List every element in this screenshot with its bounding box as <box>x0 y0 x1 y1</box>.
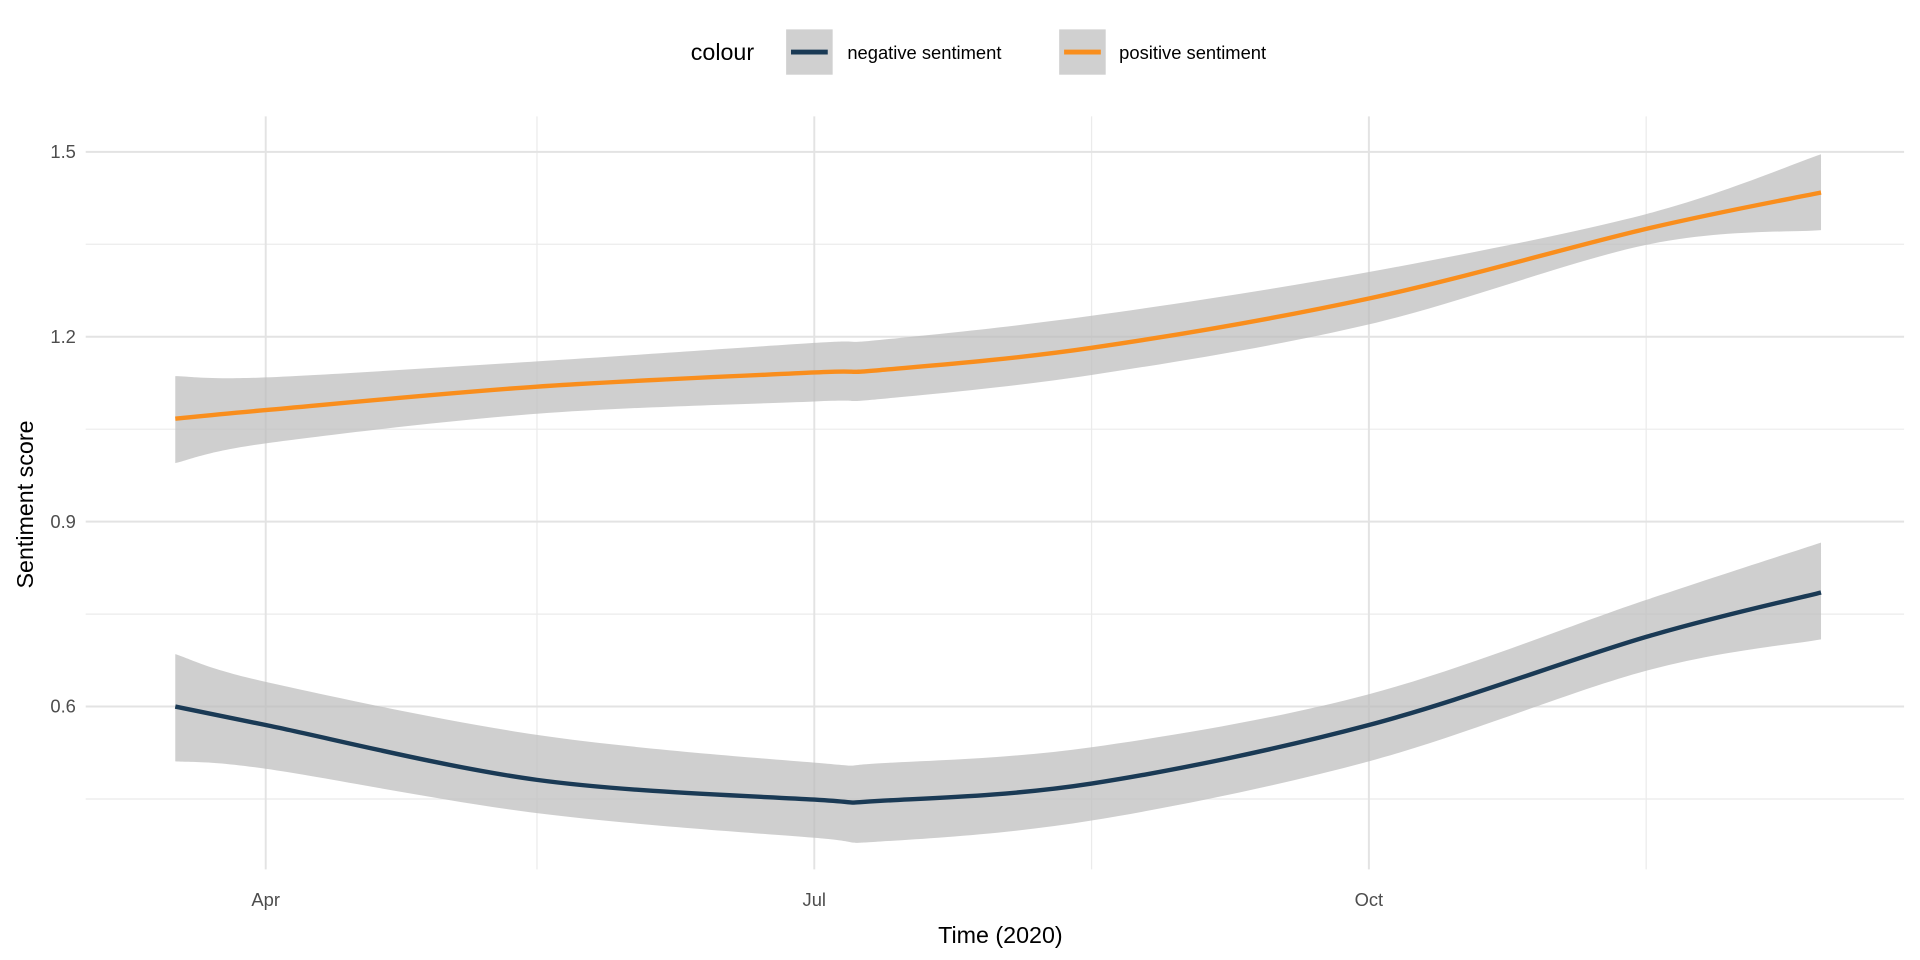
x-axis-ticks: Apr Jul Oct <box>251 889 1383 910</box>
y-tick-label: 1.2 <box>50 326 76 347</box>
y-axis-title: Sentiment score <box>12 420 38 588</box>
confidence-bands <box>175 154 1822 843</box>
legend-title: colour <box>691 39 755 65</box>
confidence-band-negative <box>175 542 1822 843</box>
y-tick-label: 0.9 <box>50 511 76 532</box>
legend-label-negative: negative sentiment <box>847 42 1001 63</box>
legend-label-positive: positive sentiment <box>1119 42 1266 63</box>
x-tick-label: Jul <box>803 889 826 910</box>
y-tick-label: 0.6 <box>50 696 76 717</box>
series-lines <box>174 190 1822 805</box>
y-axis-ticks: 0.6 0.9 1.2 1.5 <box>50 141 76 717</box>
legend: colour negative sentiment positive senti… <box>691 29 1266 75</box>
confidence-band-positive <box>175 154 1822 464</box>
line-negative <box>174 590 1822 805</box>
x-axis-title: Time (2020) <box>938 922 1062 948</box>
y-tick-label: 1.5 <box>50 141 76 162</box>
x-tick-label: Apr <box>251 889 280 910</box>
line-positive <box>175 190 1822 421</box>
x-tick-label: Oct <box>1355 889 1384 910</box>
